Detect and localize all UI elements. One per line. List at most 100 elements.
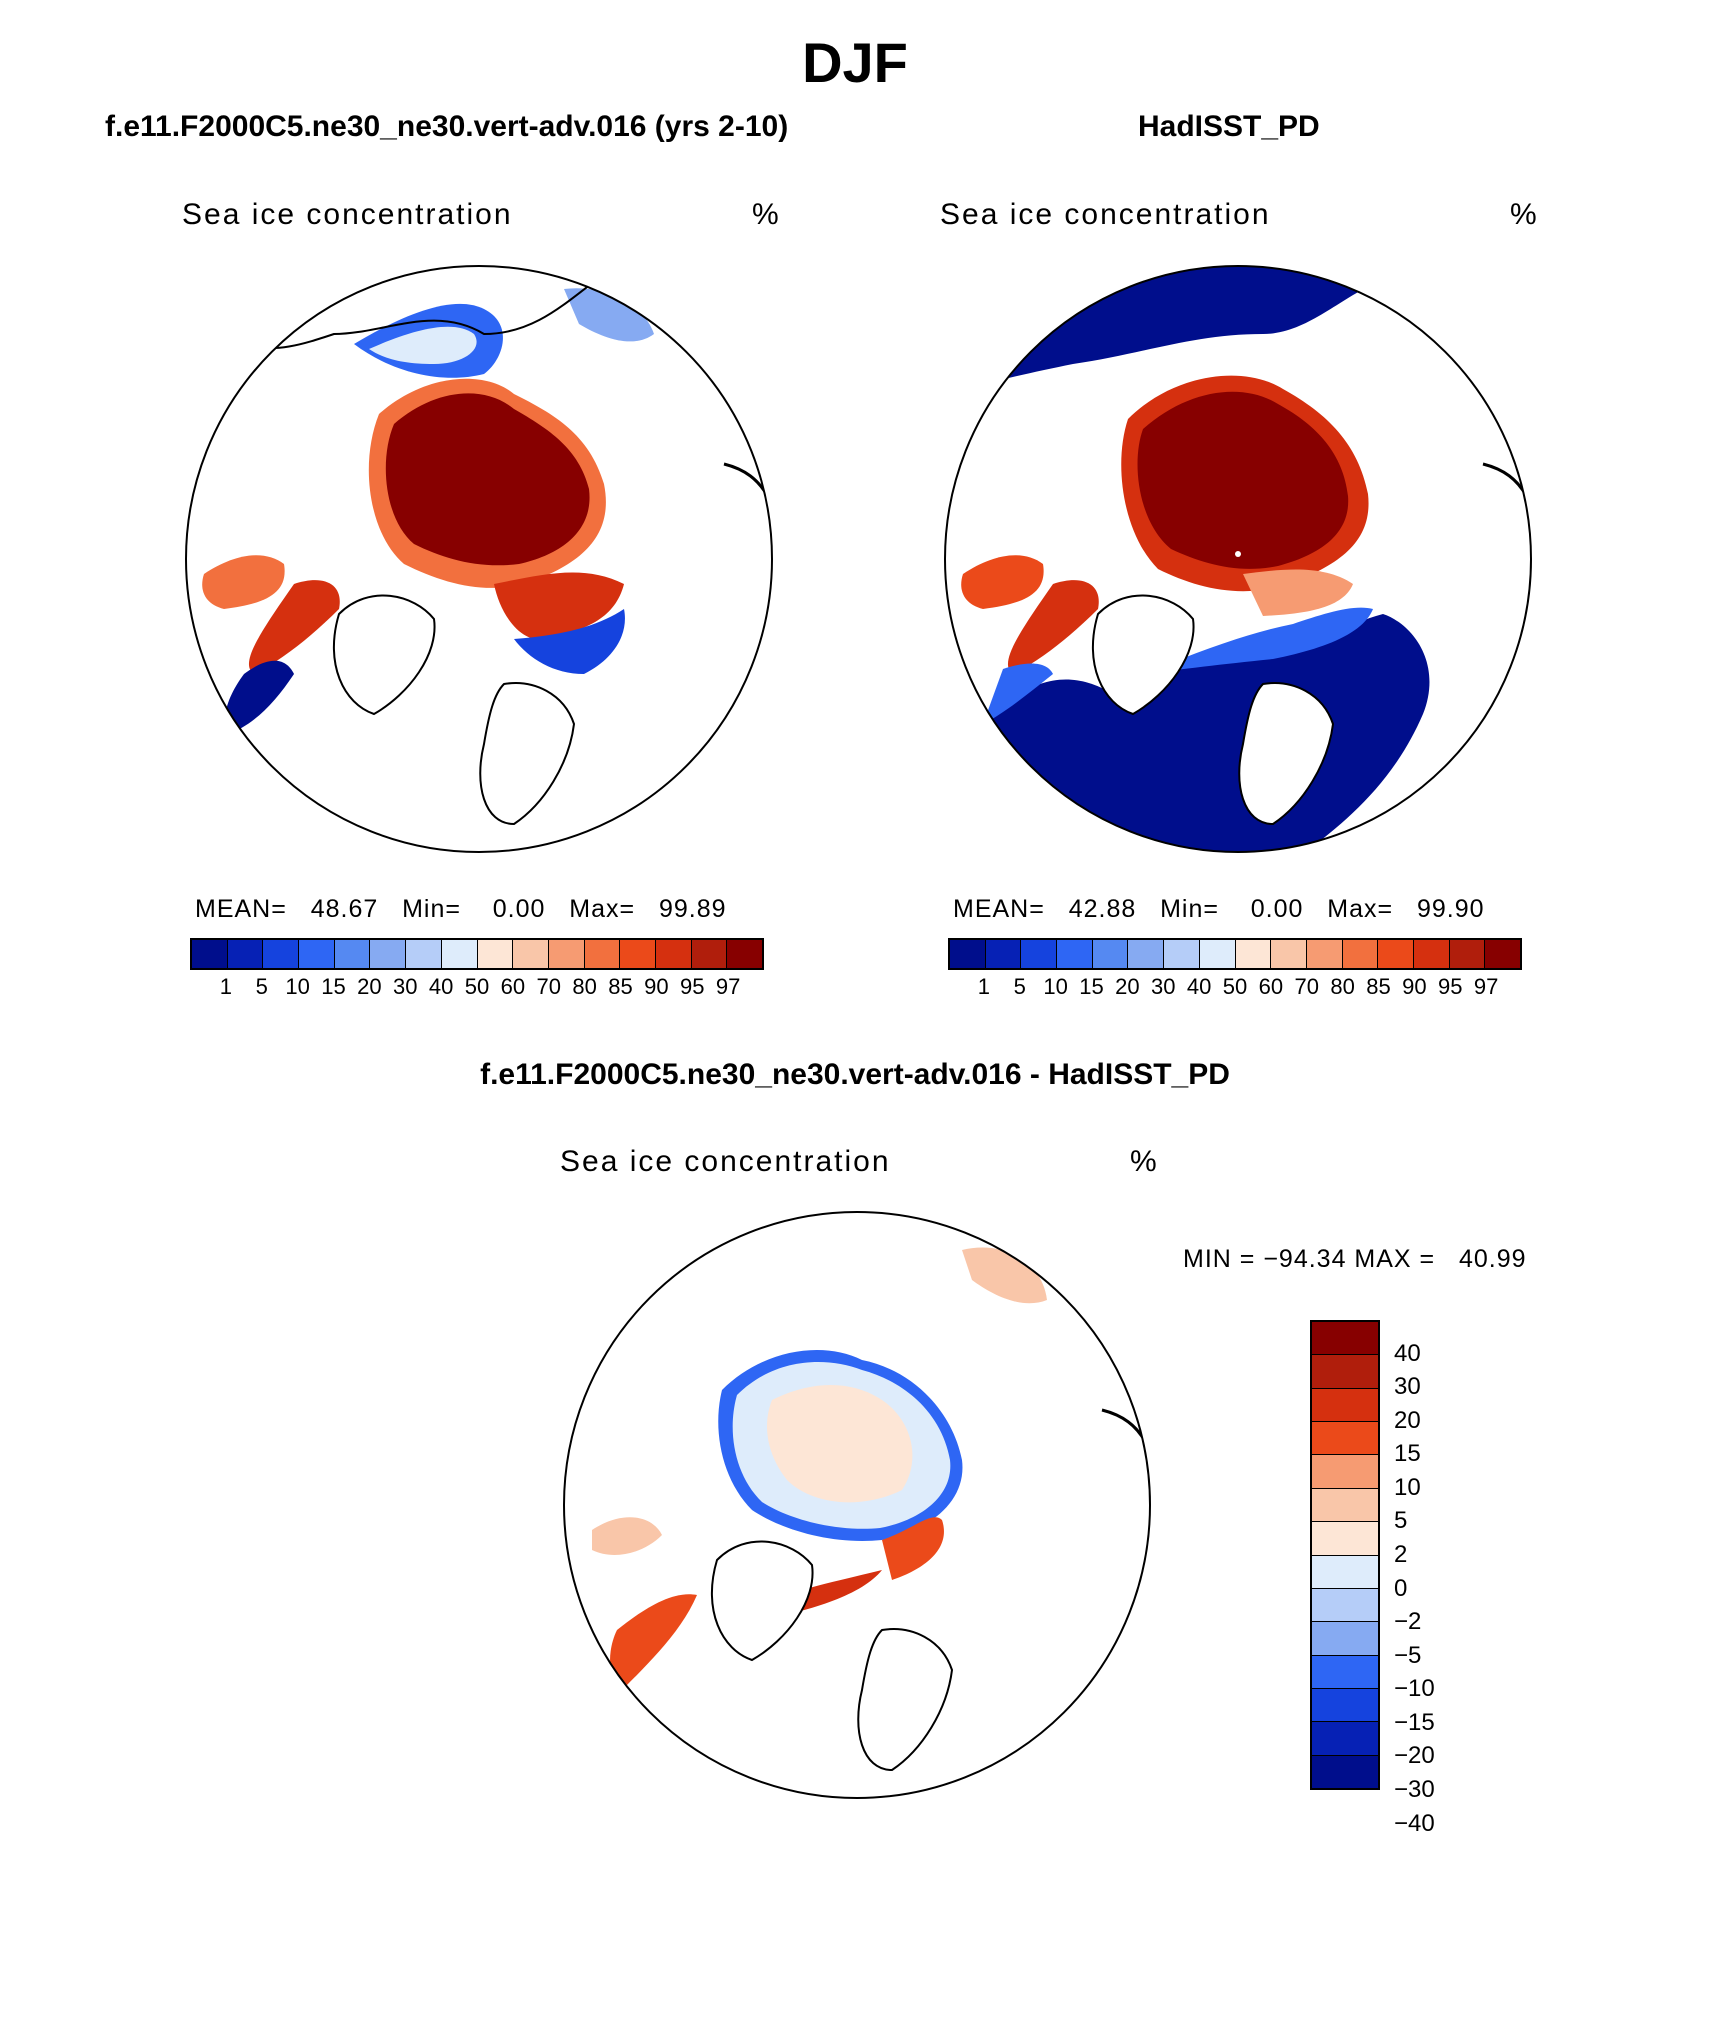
- ice-okhotsk-sea: [564, 288, 654, 342]
- colorbar-swatch: [1312, 1455, 1378, 1489]
- colorbar-tick-label: 20: [357, 974, 382, 999]
- panel-diff-variable: Sea ice concentration: [560, 1145, 891, 1178]
- colorbar-swatch: [584, 940, 621, 968]
- colorbar-tick-label: 1: [219, 974, 232, 999]
- colorbar-tick-label: 15: [1079, 974, 1104, 999]
- colorbar-swatch: [299, 940, 335, 968]
- colorbar-tick-label: 5: [1394, 1507, 1408, 1535]
- colorbar-tick-label: −5: [1394, 1641, 1422, 1669]
- min-label: Min=: [402, 895, 461, 923]
- colorbar-tick-label: 15: [1394, 1440, 1421, 1468]
- colorbar-tick-label: −30: [1394, 1776, 1435, 1803]
- colorbar-tick-label: 85: [608, 974, 633, 999]
- max-label: Max=: [569, 895, 636, 923]
- colorbar-diff-ticks: 40 30 20 15 10 5 2 0 −2 −5 −10 −15 −20 −30 −40: [1394, 1320, 1474, 1837]
- colorbar-swatch: [1312, 1522, 1378, 1556]
- colorbar-tick-label: 10: [285, 974, 310, 999]
- colorbar-tick-label: 80: [1330, 974, 1355, 999]
- colorbar-swatch: [1449, 940, 1486, 968]
- map-obs: [944, 265, 1532, 853]
- colorbar-tick-label: 80: [572, 974, 597, 999]
- colorbar-tick-label: 90: [1402, 974, 1427, 999]
- min-value: 0.00: [1250, 895, 1304, 923]
- ice-labrador-sea: [224, 660, 294, 734]
- colorbar-diff-swatches: [1310, 1320, 1380, 1790]
- colorbar-swatch: [1312, 1655, 1378, 1689]
- diff-barents-positive: [882, 1517, 944, 1580]
- ice-hudson-bay: [961, 555, 1044, 609]
- colorbar-obs: 1 5 10 15 20 30 40 50 60 70 80 85 90 95 97: [948, 938, 1522, 1000]
- colorbar-swatch: [192, 940, 228, 968]
- colorbar-swatches: [190, 938, 764, 970]
- colorbar-tick-label: 40: [1394, 1339, 1421, 1367]
- colorbar-tick-label: 1: [977, 974, 990, 999]
- colorbar-tick-label: 0: [1394, 1574, 1408, 1602]
- colorbar-tick-label: 40: [428, 974, 454, 999]
- panel-diff-stats: MIN = −94.34 MAX = 40.99: [1183, 1245, 1527, 1273]
- colorbar-swatch: [727, 940, 762, 968]
- colorbar-swatch: [1271, 940, 1307, 968]
- colorbar-swatch: [1378, 940, 1414, 968]
- colorbar-swatch: [406, 940, 442, 968]
- diff-near-zero-positive: [767, 1385, 913, 1503]
- colorbar-diff: 40 30 20 15 10 5 2 0 −2 −5 −10 −15 −20 −30 −40: [1310, 1320, 1474, 1837]
- panel-model-units: %: [752, 198, 781, 231]
- colorbar-tick-label: 30: [393, 974, 418, 999]
- colorbar-tick-label: 15: [321, 974, 346, 999]
- panel-obs-stats: MEAN= 42.88 Min= 0.00 Max= 99.90: [953, 895, 1485, 924]
- min-label: Min=: [1160, 895, 1219, 923]
- colorbar-swatch: [1312, 1355, 1378, 1389]
- colorbar-tick-label: −10: [1394, 1675, 1435, 1703]
- colorbar-swatch: [513, 940, 549, 968]
- colorbar-tick-label: 70: [536, 974, 561, 999]
- ice-hudson-bay: [202, 555, 285, 609]
- ice-central-arctic: [1137, 391, 1349, 569]
- colorbar-tick-label: 50: [1222, 974, 1248, 999]
- panel-obs-units: %: [1510, 198, 1539, 231]
- colorbar-tick-label: 70: [1294, 974, 1319, 999]
- colorbar-swatch: [1057, 940, 1093, 968]
- colorbar-swatch: [263, 940, 300, 968]
- mean-value: 42.88: [1068, 895, 1137, 923]
- land-greenland: [1091, 594, 1195, 716]
- colorbar-swatch: [985, 940, 1022, 968]
- colorbar-swatch: [950, 940, 986, 968]
- colorbar-ticks: 1 5 10 15 20 30 40 50 60 70 80 85 90 95 97: [948, 970, 1522, 1000]
- ocean-atlantic: [945, 614, 1430, 852]
- colorbar-tick-label: 30: [1394, 1373, 1421, 1401]
- colorbar-swatch: [1342, 940, 1379, 968]
- mean-value: 48.67: [310, 895, 379, 923]
- panel-model-variable: Sea ice concentration: [182, 198, 513, 231]
- colorbar-tick-label: 60: [1258, 974, 1284, 999]
- colorbar-tick-label: 30: [1151, 974, 1176, 999]
- colorbar-tick-label: 10: [1394, 1473, 1421, 1501]
- colorbar-swatch: [1199, 940, 1236, 968]
- colorbar-swatch: [1312, 1422, 1378, 1456]
- ice-central-arctic: [385, 393, 590, 566]
- colorbar-swatch: [1235, 940, 1272, 968]
- colorbar-swatch: [1312, 1688, 1378, 1723]
- colorbar-swatch: [1312, 1555, 1378, 1589]
- colorbar-swatch: [1306, 940, 1343, 968]
- colorbar-swatch: [620, 940, 656, 968]
- colorbar-swatches: [948, 938, 1522, 970]
- land-scandinavia: [479, 682, 576, 826]
- colorbar-tick-label: −2: [1394, 1608, 1422, 1636]
- colorbar-swatch: [1312, 1722, 1378, 1756]
- panel-model-stats: MEAN= 48.67 Min= 0.00 Max= 99.89: [195, 895, 727, 924]
- colorbar-tick-label: 20: [1115, 974, 1140, 999]
- map-model-boundary: [185, 265, 773, 853]
- colorbar-tick-label: 97: [715, 974, 741, 999]
- map-obs-boundary: [944, 265, 1532, 853]
- panel-obs-variable: Sea ice concentration: [940, 198, 1271, 231]
- map-diff: [563, 1211, 1151, 1799]
- panel-model-title: f.e11.F2000C5.ne30_ne30.vert-adv.016 (yr…: [105, 110, 789, 143]
- colorbar-tick-label: −40: [1394, 1809, 1435, 1837]
- colorbar-swatch: [655, 940, 692, 968]
- colorbar-tick-label: 50: [464, 974, 490, 999]
- colorbar-tick-label: 5: [1013, 974, 1026, 999]
- figure-title: DJF: [802, 31, 908, 94]
- mean-label: MEAN=: [195, 895, 287, 923]
- colorbar-tick-label: 90: [644, 974, 669, 999]
- colorbar-swatch: [1312, 1622, 1378, 1656]
